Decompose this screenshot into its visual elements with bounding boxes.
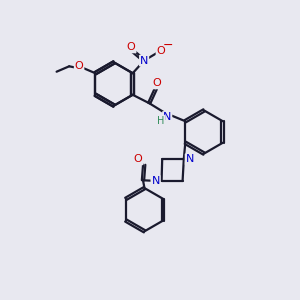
Text: N: N (186, 154, 194, 164)
Text: N: N (140, 56, 148, 66)
Text: O: O (153, 78, 161, 88)
Text: N: N (152, 176, 160, 186)
Text: N: N (163, 112, 171, 122)
Text: −: − (163, 39, 173, 52)
Text: O: O (134, 154, 142, 164)
Text: O: O (127, 42, 136, 52)
Text: H: H (157, 116, 164, 126)
Text: O: O (157, 46, 165, 56)
Text: O: O (75, 61, 83, 71)
